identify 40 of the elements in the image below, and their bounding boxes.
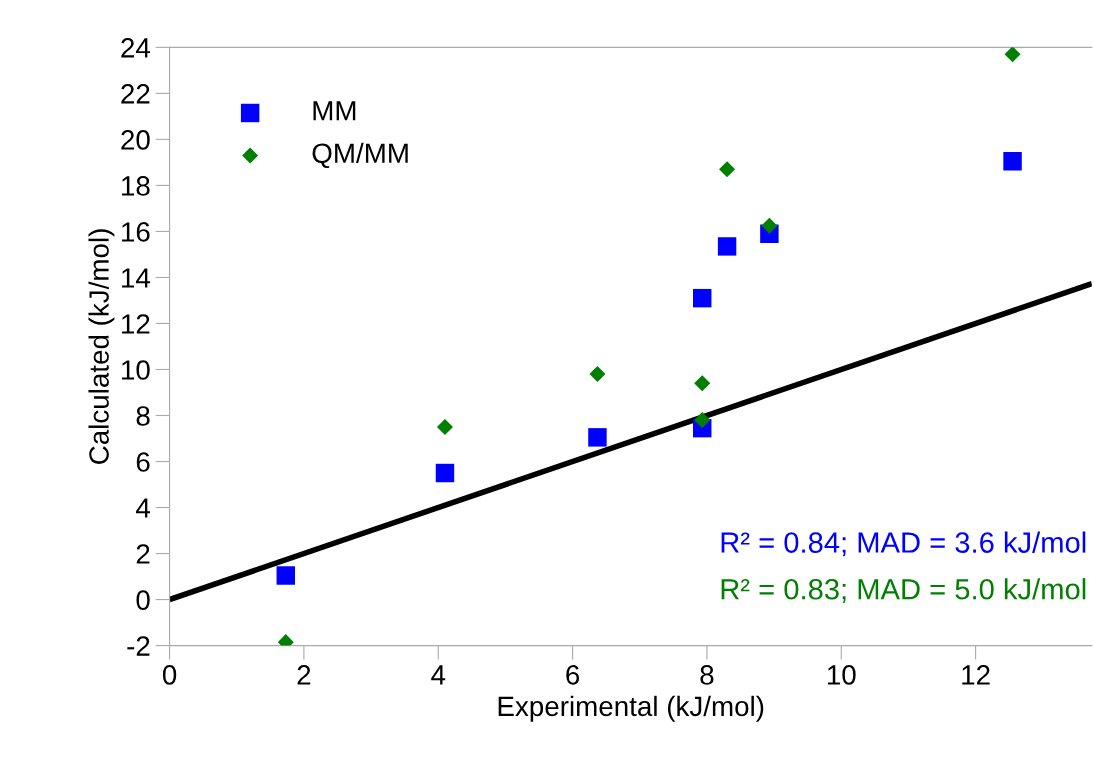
y-tick-label: 10 xyxy=(122,360,150,380)
x-tick-label: 6 xyxy=(566,665,580,685)
y-tick-label: 8 xyxy=(136,406,150,426)
point xyxy=(588,428,607,447)
y-tick-label: 2 xyxy=(136,544,150,564)
y-tick-label: 20 xyxy=(121,130,150,150)
point xyxy=(693,288,712,308)
x-tick-label: 12 xyxy=(962,665,990,685)
x-tick-label: 0 xyxy=(162,665,177,685)
point xyxy=(436,418,453,436)
point xyxy=(589,366,606,383)
annotation: R² = 0.84; MAD = 3.6 kJ/mol xyxy=(721,531,1086,557)
y-tick-label: 14 xyxy=(122,268,151,288)
y-tick-label: 16 xyxy=(122,222,150,242)
point xyxy=(719,161,736,178)
y-tick-label: 24 xyxy=(121,38,151,58)
annotation: R² = 0.83; MAD = 5.0 kJ/mol xyxy=(721,578,1086,604)
y-tick-label: 0 xyxy=(136,590,150,610)
legend-label: MM xyxy=(313,101,356,121)
point xyxy=(694,412,711,429)
x-tick-label: 4 xyxy=(431,665,446,685)
y-tick-label: 4 xyxy=(136,498,151,518)
point xyxy=(435,463,455,483)
y-axis-title: Calculated (kJ/mol) xyxy=(88,229,115,464)
point xyxy=(1004,47,1021,63)
point xyxy=(276,566,295,585)
x-tick-label: 8 xyxy=(700,665,714,685)
legend-label: QM/MM xyxy=(312,142,408,169)
point xyxy=(694,375,711,392)
y-tick-label: -2 xyxy=(127,636,150,656)
point xyxy=(761,217,778,234)
x-tick-label: 2 xyxy=(297,665,311,685)
y-tick-label: 22 xyxy=(121,84,150,104)
x-axis-title: Experimental (kJ/mol) xyxy=(498,695,764,722)
y-tick-label: 6 xyxy=(136,452,150,472)
y-tick-label: 12 xyxy=(122,314,150,334)
point xyxy=(1003,152,1022,171)
x-tick-label: 10 xyxy=(827,665,856,685)
y-tick-label: 18 xyxy=(122,176,150,196)
point xyxy=(717,237,737,256)
